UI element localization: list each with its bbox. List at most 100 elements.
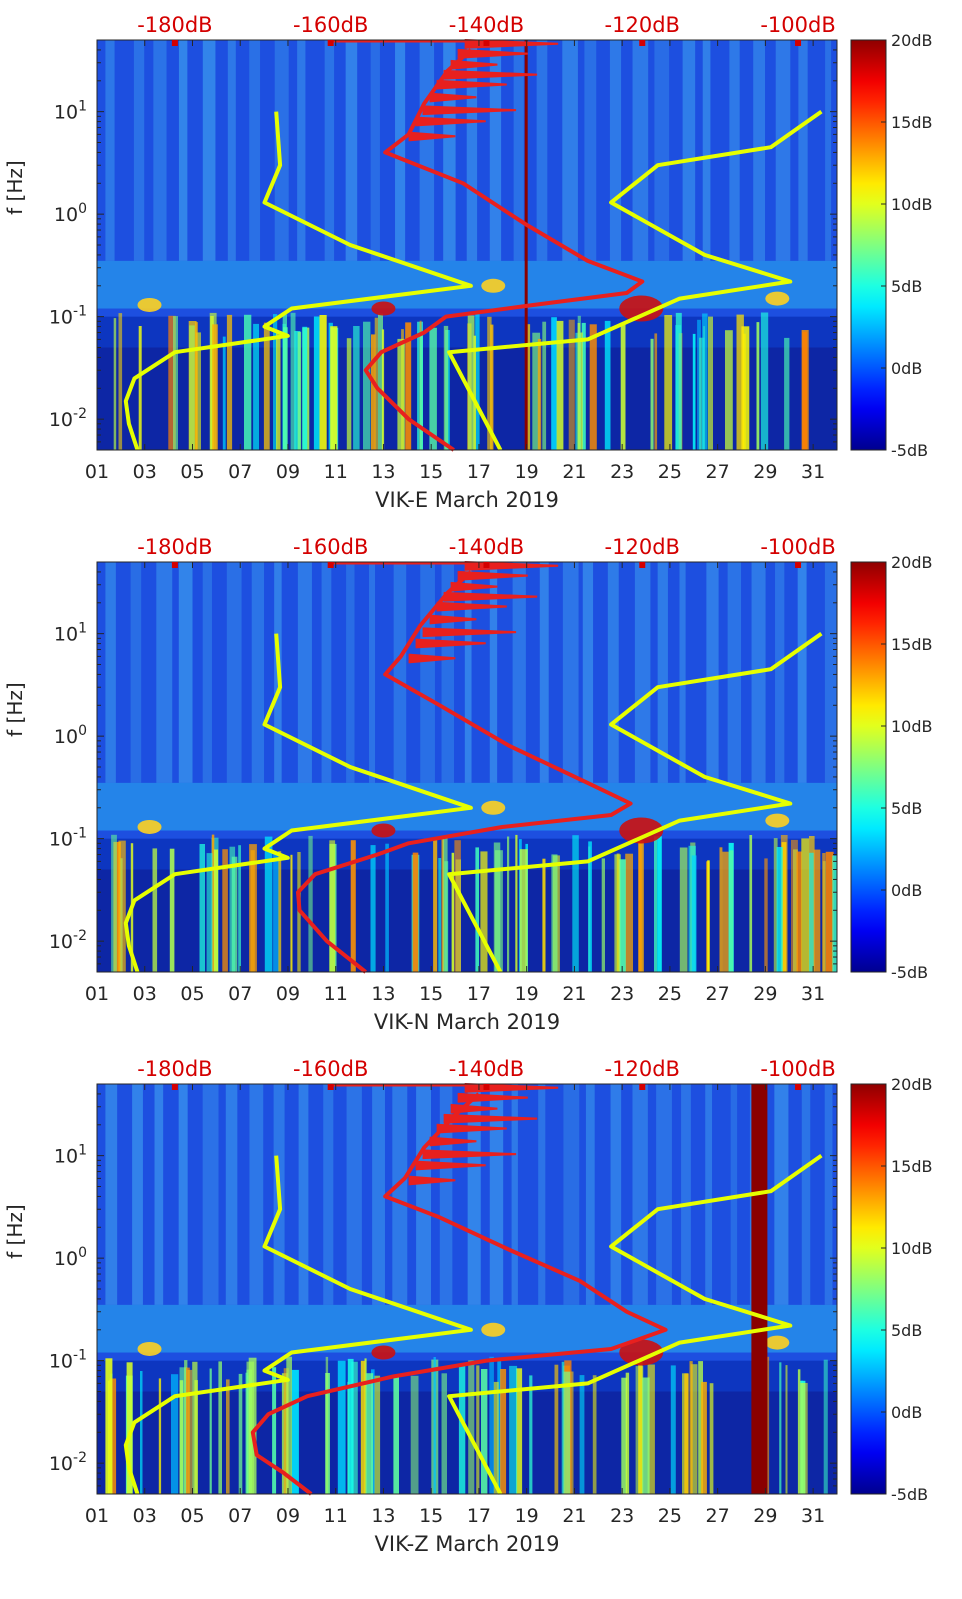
x-tick-label: 11 — [324, 1505, 348, 1527]
y-axis-label: f [Hz] — [3, 682, 27, 737]
x-tick-label: 07 — [228, 1505, 252, 1527]
panel-vik-z: 01 03 05 07 09 11 13 15 17 19 21 23 25 27 29 31 VIK-Z Ma… — [3, 1057, 933, 1556]
x-tick-label: 17 — [467, 1505, 491, 1527]
colorbar-label: 20dB — [891, 31, 933, 50]
x-tick-label: 15 — [419, 983, 443, 1005]
x-tick-label: 13 — [371, 461, 395, 483]
x-tick-label: 31 — [801, 1505, 825, 1527]
x-tick-label: 27 — [706, 1505, 730, 1527]
x-axis-label: VIK-E March 2019 — [375, 488, 559, 512]
x-tick-label: 01 — [85, 983, 109, 1005]
colorbar-label: 0dB — [891, 1403, 922, 1422]
x-tick-label: 07 — [228, 461, 252, 483]
x-tick-label: 31 — [801, 461, 825, 483]
x-tick-label: 13 — [371, 1505, 395, 1527]
x-tick-label: 01 — [85, 1505, 109, 1527]
top-axis-label: -140dB — [449, 13, 524, 37]
top-axis-label: -120dB — [605, 535, 680, 559]
x-tick-label: 25 — [658, 983, 682, 1005]
top-db-axis: -180dB -160dB -140dB -120dB -100dB — [137, 13, 836, 46]
top-axis-label: -160dB — [293, 1057, 368, 1081]
colorbar-label: 5dB — [891, 799, 922, 818]
y-tick-label: 100 — [54, 723, 87, 748]
x-tick-label: 09 — [276, 983, 300, 1005]
y-tick-label: 100 — [54, 201, 87, 226]
x-tick-label: 19 — [515, 461, 539, 483]
noise-model-high-curve — [447, 109, 823, 451]
top-db-axis: -180dB -160dB -140dB -120dB -100dB — [137, 1057, 836, 1090]
top-axis-label: -100dB — [760, 13, 835, 37]
colorbar-label: 20dB — [891, 553, 933, 572]
top-axis-label: -160dB — [293, 535, 368, 559]
top-axis-label: -180dB — [137, 535, 212, 559]
colorbar-label: 15dB — [891, 1157, 933, 1176]
y-axis: 10-2 10-1 100 101 — [49, 1083, 837, 1495]
x-tick-label: 05 — [180, 461, 204, 483]
x-tick-label: 27 — [706, 983, 730, 1005]
x-tick-label: 19 — [515, 983, 539, 1005]
y-tick-label: 10-1 — [49, 1348, 87, 1373]
psd-curve — [363, 48, 645, 452]
noise-model-low-curve — [123, 633, 473, 973]
noise-model-low-curve — [123, 1155, 473, 1495]
x-tick-label: 21 — [562, 1505, 586, 1527]
y-axis-label: f [Hz] — [3, 1204, 27, 1259]
colorbar-label: 10dB — [891, 1239, 933, 1258]
x-tick-label: 09 — [276, 1505, 300, 1527]
top-axis-label: -100dB — [760, 1057, 835, 1081]
y-tick-label: 101 — [54, 621, 87, 646]
colorbar: 20dB 15dB 10dB 5dB 0dB -5dB — [850, 1075, 933, 1504]
x-tick-label: 23 — [610, 983, 634, 1005]
noise-model-low-curve — [123, 111, 473, 451]
x-tick-label: 03 — [133, 461, 157, 483]
x-tick-label: 21 — [562, 461, 586, 483]
x-tick-label: 19 — [515, 1505, 539, 1527]
x-tick-label: 23 — [610, 461, 634, 483]
x-tick-label: 13 — [371, 983, 395, 1005]
x-axis: 01 03 05 07 09 11 13 15 17 19 21 23 25 27 29 31 — [85, 40, 825, 483]
colorbar-label: 15dB — [891, 113, 933, 132]
top-axis-label: -140dB — [449, 1057, 524, 1081]
x-axis-label: VIK-Z March 2019 — [375, 1532, 560, 1556]
x-axis: 01 03 05 07 09 11 13 15 17 19 21 23 25 27 29 31 — [85, 1084, 825, 1527]
colorbar-label: 20dB — [891, 1075, 933, 1094]
x-tick-label: 03 — [133, 983, 157, 1005]
saturated-column — [751, 1084, 768, 1494]
colorbar: 20dB 15dB 10dB 5dB 0dB -5dB — [850, 553, 933, 982]
colorbar-label: -5dB — [891, 441, 928, 460]
colorbar-label: 10dB — [891, 195, 933, 214]
top-axis-label: -120dB — [605, 13, 680, 37]
top-axis-label: -120dB — [605, 1057, 680, 1081]
x-tick-label: 21 — [562, 983, 586, 1005]
colorbar-label: 10dB — [891, 717, 933, 736]
x-tick-label: 29 — [753, 461, 777, 483]
x-tick-label: 09 — [276, 461, 300, 483]
x-axis: 01 03 05 07 09 11 13 15 17 19 21 23 25 27 29 31 — [85, 562, 825, 1005]
panel-vik-n: 01 03 05 07 09 11 13 15 17 19 21 23 25 27 29 31 VIK-N Ma… — [3, 535, 933, 1034]
psd-curve — [296, 570, 633, 974]
x-tick-label: 07 — [228, 983, 252, 1005]
noise-model-high-curve — [447, 1153, 823, 1495]
x-tick-label: 11 — [324, 461, 348, 483]
top-axis-label: -100dB — [760, 535, 835, 559]
panel-vik-e: 01 03 05 07 09 11 13 15 17 19 21 23 25 27 29 31 VIK-E Ma… — [3, 13, 933, 512]
top-axis-label: -160dB — [293, 13, 368, 37]
y-axis: 10-2 10-1 100 101 — [49, 39, 837, 451]
y-tick-label: 10-1 — [49, 304, 87, 329]
x-tick-label: 29 — [753, 1505, 777, 1527]
x-tick-label: 15 — [419, 1505, 443, 1527]
top-db-axis: -180dB -160dB -140dB -120dB -100dB — [137, 535, 836, 568]
x-tick-label: 11 — [324, 983, 348, 1005]
noise-model-high-curve — [447, 631, 823, 973]
x-tick-label: 03 — [133, 1505, 157, 1527]
psd-spikes — [408, 561, 559, 664]
y-tick-label: 10-2 — [49, 1450, 87, 1475]
psd-curve — [250, 1092, 668, 1496]
x-tick-label: 29 — [753, 983, 777, 1005]
colorbar-label: 5dB — [891, 1321, 922, 1340]
x-tick-label: 27 — [706, 461, 730, 483]
x-tick-label: 05 — [180, 1505, 204, 1527]
y-tick-label: 100 — [54, 1245, 87, 1270]
x-tick-label: 23 — [610, 1505, 634, 1527]
x-axis-label: VIK-N March 2019 — [374, 1010, 560, 1034]
